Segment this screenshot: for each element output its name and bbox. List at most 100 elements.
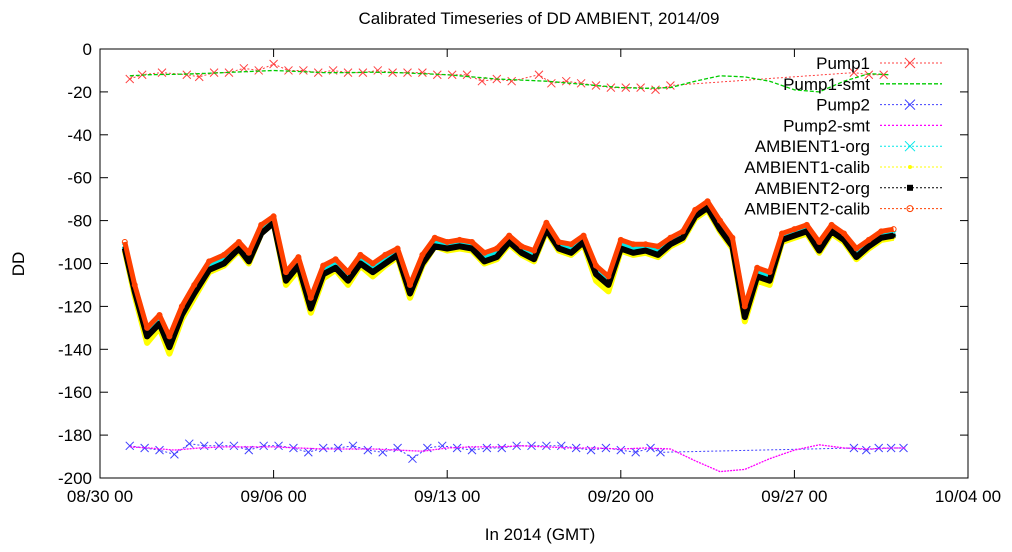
data-point — [236, 246, 241, 251]
y-tick-label: -180 — [58, 426, 92, 445]
data-point — [878, 228, 885, 235]
data-point — [519, 250, 524, 255]
x-tick-label: 09/27 00 — [761, 487, 827, 506]
data-point — [646, 443, 655, 453]
data-point — [259, 441, 269, 451]
data-point — [556, 246, 561, 251]
data-point — [666, 81, 675, 90]
data-point — [767, 283, 772, 287]
data-point — [145, 334, 150, 339]
series-pump1 — [125, 59, 889, 95]
data-point — [593, 262, 599, 269]
x-tick-label: 09/20 00 — [588, 487, 654, 506]
data-point — [199, 441, 209, 451]
data-point — [125, 441, 135, 451]
legend-label: Pump1-smt — [783, 75, 870, 94]
data-point — [631, 250, 636, 255]
data-point — [743, 319, 747, 324]
data-point — [191, 281, 198, 288]
data-point — [221, 251, 227, 258]
data-point — [829, 229, 834, 234]
data-point — [308, 306, 313, 311]
data-point — [295, 254, 302, 261]
data-point — [318, 443, 328, 453]
data-point — [594, 272, 598, 277]
data-point — [206, 258, 213, 265]
data-point — [481, 249, 488, 256]
data-point — [214, 441, 224, 451]
data-point — [854, 255, 859, 260]
data-point — [166, 333, 173, 340]
data-point — [561, 76, 571, 86]
y-tick-label: 0 — [83, 40, 92, 59]
data-point — [580, 232, 587, 239]
data-point — [692, 206, 699, 213]
data-point — [431, 234, 438, 241]
data-point — [333, 443, 343, 453]
data-point — [849, 68, 859, 77]
data-point — [791, 226, 798, 233]
data-point — [642, 241, 649, 248]
data-point — [408, 296, 412, 300]
data-point — [244, 445, 254, 455]
series-pump1-smt — [129, 69, 889, 93]
data-point — [630, 241, 637, 248]
data-point — [576, 78, 586, 88]
data-point — [207, 267, 212, 272]
data-point — [121, 239, 128, 246]
data-point — [494, 255, 499, 260]
data-point — [131, 281, 138, 288]
data-point — [779, 230, 785, 237]
data-point — [841, 230, 847, 237]
plot-area — [121, 59, 908, 473]
data-point — [284, 278, 288, 283]
legend-marker — [904, 140, 916, 152]
y-tick-label: -20 — [67, 83, 92, 102]
data-point — [890, 226, 897, 233]
data-point — [616, 445, 626, 455]
data-point — [229, 441, 239, 451]
data-point — [246, 259, 251, 264]
data-point — [568, 241, 575, 248]
data-point — [767, 278, 772, 283]
data-point — [408, 454, 417, 464]
data-point — [245, 249, 252, 256]
y-tick-label: -40 — [67, 126, 92, 145]
data-point — [358, 261, 363, 266]
data-point — [547, 78, 556, 88]
series-ambient1-calib — [121, 206, 896, 357]
data-point — [369, 260, 376, 267]
data-point — [299, 66, 308, 75]
data-point — [755, 274, 760, 279]
data-point — [303, 447, 313, 457]
data-point — [543, 219, 550, 226]
series-ambient1-org — [121, 202, 897, 344]
y-tick-label: -160 — [58, 383, 92, 402]
data-point — [542, 441, 551, 451]
data-point — [284, 283, 288, 287]
data-point — [617, 236, 624, 243]
y-tick-label: -100 — [58, 255, 92, 274]
data-point — [864, 70, 874, 80]
legend-label: Pump1 — [816, 54, 870, 73]
data-point — [456, 236, 463, 243]
data-point — [259, 231, 264, 236]
data-point — [482, 259, 487, 264]
data-point — [444, 239, 451, 246]
data-point — [258, 221, 265, 228]
data-point — [555, 239, 562, 246]
data-point — [849, 443, 859, 453]
data-point — [817, 248, 822, 253]
data-point — [717, 217, 723, 224]
data-point — [373, 66, 383, 75]
data-point — [493, 245, 500, 252]
data-point — [420, 261, 425, 266]
data-point — [222, 261, 226, 266]
data-point — [656, 447, 665, 457]
x-tick-label: 09/06 00 — [241, 487, 307, 506]
data-point — [718, 227, 722, 232]
legend-marker — [907, 184, 913, 191]
data-point — [383, 261, 388, 266]
